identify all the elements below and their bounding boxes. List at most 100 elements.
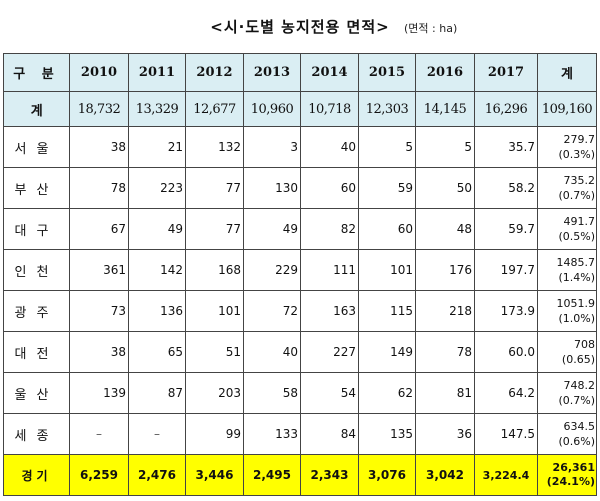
table-cell: 18,732 — [69, 91, 129, 127]
header-cell: 2014 — [300, 53, 359, 92]
table-cell: 60 — [358, 208, 416, 250]
header-cell: 2017 — [474, 53, 538, 92]
table-cell: 84 — [300, 413, 359, 455]
table-cell: 49 — [128, 208, 186, 250]
table-row: 부산 78 223 77 130 60 59 50 58.2 735.2 (0.7… — [3, 167, 597, 209]
share-percent: (0.65) — [561, 353, 595, 366]
table-cell: 40 — [243, 331, 301, 373]
share-percent: (1.4%) — [558, 271, 595, 284]
page-title: <시·도별 농지전용 면적> — [210, 18, 390, 36]
table-cell: 38 — [69, 331, 129, 373]
table-cell: 12,677 — [185, 91, 244, 127]
header-cell: 2010 — [69, 53, 129, 92]
share-percent: (0.3%) — [558, 148, 595, 161]
table-cell: 73 — [69, 290, 129, 332]
table-cell: 147.5 — [474, 413, 538, 455]
sum-cell: 1485.7 (1.4%) — [537, 249, 597, 291]
table-cell: 3,076 — [358, 454, 416, 496]
table-cell: 40 — [300, 126, 359, 168]
header-cell: 구 분 — [3, 53, 70, 92]
table-cell: 135 — [358, 413, 416, 455]
sum-value: 1051.9 — [556, 297, 596, 310]
table-cell: 59 — [358, 167, 416, 209]
table-cell: 64.2 — [474, 372, 538, 414]
table-cell: 78 — [69, 167, 129, 209]
row-label: 대전 — [3, 331, 70, 373]
sum-cell: 748.2 (0.7%) — [537, 372, 597, 414]
table-cell: 2,495 — [243, 454, 301, 496]
row-label: 대구 — [3, 208, 70, 250]
table-cell: 176 — [415, 249, 475, 291]
header-cell: 2015 — [358, 53, 416, 92]
table-cell: – — [128, 413, 186, 455]
table-cell: 361 — [69, 249, 129, 291]
table-cell: 3,446 — [185, 454, 244, 496]
share-percent: (0.6%) — [558, 435, 595, 448]
share-percent: (0.7%) — [558, 394, 595, 407]
header-cell: 2012 — [185, 53, 244, 92]
row-label: 부산 — [3, 167, 70, 209]
table-cell: 109,160 — [537, 91, 597, 127]
share-percent: (0.7%) — [558, 189, 595, 202]
share-percent: (0.5%) — [558, 230, 595, 243]
table-cell: 101 — [358, 249, 416, 291]
table-cell: 6,259 — [69, 454, 129, 496]
row-label: 인천 — [3, 249, 70, 291]
row-label: 광주 — [3, 290, 70, 332]
sum-value: 1485.7 — [556, 256, 596, 269]
table-cell: 101 — [185, 290, 244, 332]
table-cell: 3 — [243, 126, 301, 168]
table-cell: 149 — [358, 331, 416, 373]
sum-cell: 708 (0.65) — [537, 331, 597, 373]
table-cell: 78 — [415, 331, 475, 373]
sum-cell: 634.5 (0.6%) — [537, 413, 597, 455]
sum-value: 26,361 — [552, 461, 595, 474]
sum-cell: 26,361 (24.1%) — [537, 454, 597, 496]
table-row: 세종 – – 99 133 84 135 36 147.5 634.5 (0.6%… — [3, 413, 597, 455]
header-cell: 2016 — [415, 53, 475, 92]
sum-value: 708 — [574, 338, 595, 351]
gyeonggi-row: 경기 6,259 2,476 3,446 2,495 2,343 3,076 3… — [3, 454, 597, 496]
table-cell: 49 — [243, 208, 301, 250]
table-cell: 115 — [358, 290, 416, 332]
table-cell: 142 — [128, 249, 186, 291]
table-cell: 229 — [243, 249, 301, 291]
table-cell: 168 — [185, 249, 244, 291]
table-cell: 48 — [415, 208, 475, 250]
table-cell: 77 — [185, 208, 244, 250]
row-label: 서울 — [3, 126, 70, 168]
table-cell: 51 — [185, 331, 244, 373]
row-label: 세종 — [3, 413, 70, 455]
table-cell: 67 — [69, 208, 129, 250]
row-label: 울산 — [3, 372, 70, 414]
table-cell: 60.0 — [474, 331, 538, 373]
table-cell: – — [69, 413, 129, 455]
table-cell: 58 — [243, 372, 301, 414]
share-percent: (24.1%) — [546, 475, 595, 488]
table-cell: 60 — [300, 167, 359, 209]
row-label: 경기 — [3, 454, 70, 496]
table-row: 인천 361 142 168 229 111 101 176 197.7 148… — [3, 249, 597, 291]
table-cell: 132 — [185, 126, 244, 168]
header-cell: 2013 — [243, 53, 301, 92]
table-cell: 10,960 — [243, 91, 301, 127]
sum-value: 748.2 — [563, 379, 596, 392]
table-cell: 72 — [243, 290, 301, 332]
table-cell: 5 — [358, 126, 416, 168]
table-cell: 16,296 — [474, 91, 538, 127]
table-cell: 59.7 — [474, 208, 538, 250]
table-row: 대전 38 65 51 40 227 149 78 60.0 708 (0.65) — [3, 331, 597, 373]
table-cell: 36 — [415, 413, 475, 455]
unit-note: (면적 : ha) — [404, 22, 458, 35]
row-label: 계 — [3, 91, 70, 127]
sum-cell: 1051.9 (1.0%) — [537, 290, 597, 332]
sum-value: 634.5 — [563, 420, 596, 433]
sum-cell: 491.7 (0.5%) — [537, 208, 597, 250]
header-cell: 계 — [537, 53, 597, 92]
table-cell: 62 — [358, 372, 416, 414]
header-row: 구 분 2010 2011 2012 2013 2014 2015 2016 2… — [3, 53, 597, 92]
table-cell: 35.7 — [474, 126, 538, 168]
table-cell: 163 — [300, 290, 359, 332]
table-cell: 58.2 — [474, 167, 538, 209]
table-cell: 139 — [69, 372, 129, 414]
